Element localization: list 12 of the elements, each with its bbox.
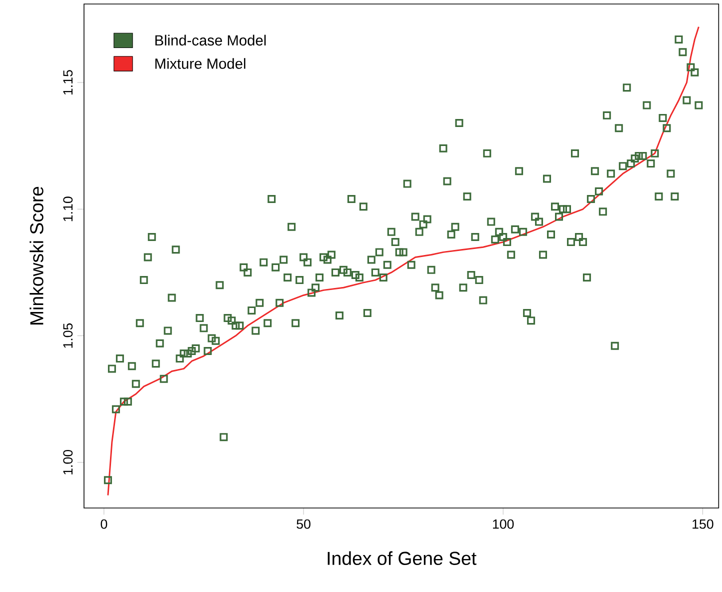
y-tick-label: 1.15 (63, 70, 73, 94)
x-tick-label: 150 (692, 519, 714, 529)
y-axis-title: Minkowski Score (30, 186, 44, 324)
legend-label: Blind-case Model (155, 34, 266, 46)
y-tick-label: 1.00 (63, 450, 73, 474)
x-axis-title: Index of Gene Set (328, 551, 476, 566)
legend-label: Mixture Model (155, 58, 246, 69)
y-tick-label: 1.10 (63, 196, 73, 222)
x-tick-label: 50 (296, 519, 310, 529)
y-tick-label: 1.05 (63, 323, 73, 348)
x-tick-label: 0 (100, 519, 108, 529)
x-tick-label: 100 (493, 519, 514, 529)
